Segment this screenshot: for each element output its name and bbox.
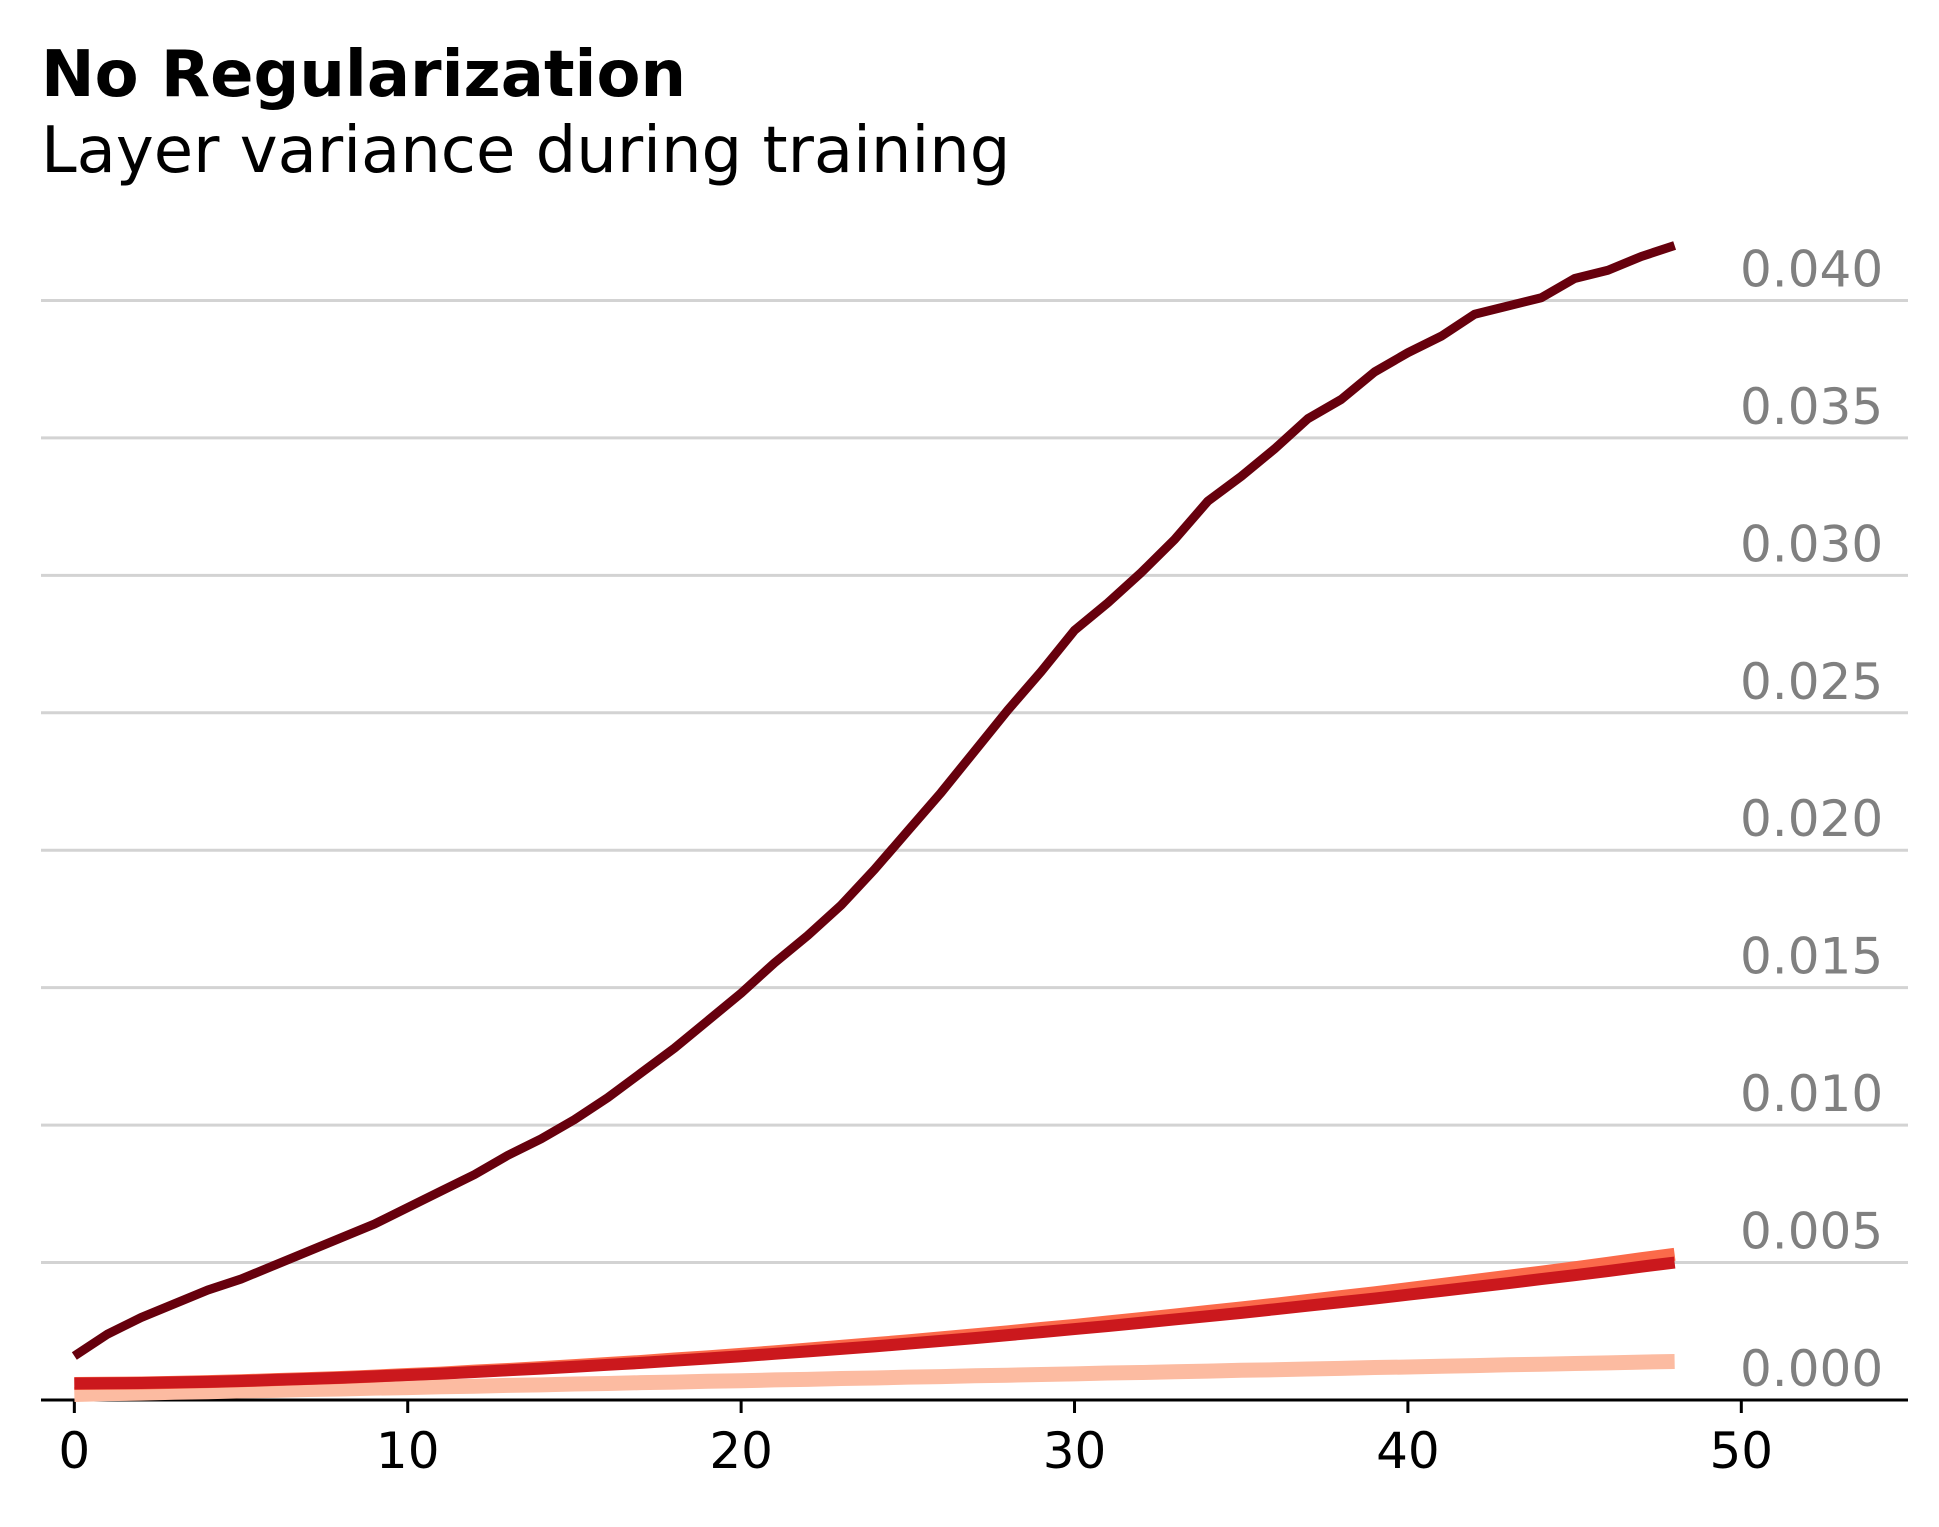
x-tick-label: 50 [1709,1422,1773,1480]
x-tick-label: 20 [709,1422,773,1480]
y-tick-label: 0.040 [1740,240,1883,298]
y-tick-label: 0.000 [1740,1340,1883,1398]
series-line [74,1256,1676,1390]
x-tick-label: 10 [376,1422,440,1480]
series-line [71,241,1677,1360]
y-tick-label: 0.005 [1740,1203,1883,1261]
x-tick-label: 0 [58,1422,90,1480]
y-tick-label: 0.025 [1740,653,1883,711]
y-tick-label: 0.020 [1740,790,1883,848]
y-tick-label: 0.015 [1740,928,1883,986]
x-tick-label: 40 [1376,1422,1440,1480]
y-tick-label: 0.035 [1740,378,1883,436]
series-line [74,1354,1675,1402]
y-tick-label: 0.030 [1740,515,1883,573]
x-tick-label: 30 [1043,1422,1107,1480]
y-tick-label: 0.010 [1740,1065,1883,1123]
chart-subtitle: Layer variance during training [41,114,1010,188]
chart-title: No Regularization [41,38,686,112]
